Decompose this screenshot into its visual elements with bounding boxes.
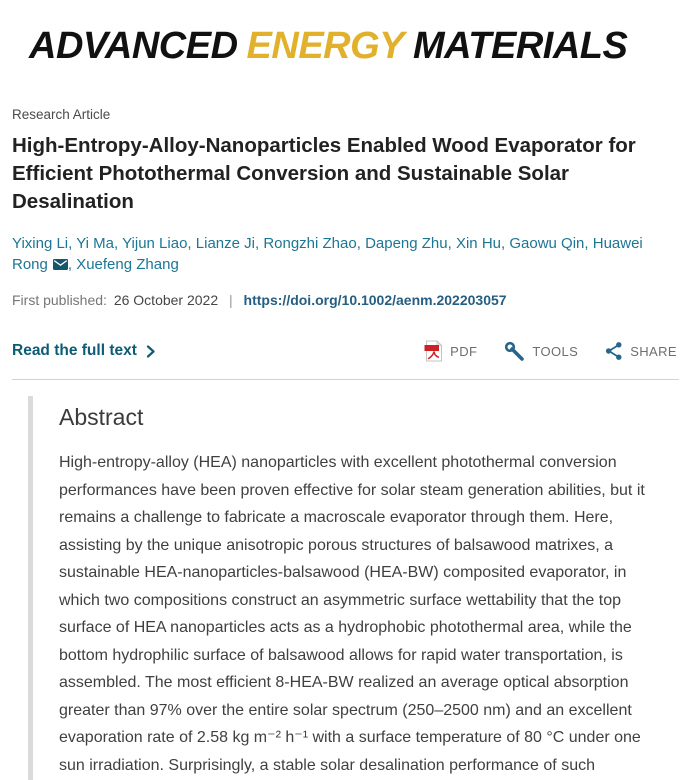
author-link[interactable]: Huawei Rong: [12, 235, 643, 273]
author-separator: ,: [68, 235, 77, 252]
doi-link[interactable]: https://doi.org/10.1002/aenm.202203057: [243, 292, 507, 308]
author-separator: ,: [114, 235, 123, 252]
actions-row: Read the full text PDF: [12, 340, 679, 362]
share-button[interactable]: SHARE: [605, 341, 677, 361]
author-separator: ,: [584, 235, 593, 252]
envelope-icon[interactable]: [52, 255, 68, 276]
author-link[interactable]: Gaowu Qin: [509, 235, 585, 252]
tools-button[interactable]: TOOLS: [504, 341, 578, 362]
separator: |: [229, 292, 233, 308]
author-separator: ,: [67, 256, 77, 273]
action-buttons: PDF TOOLS: [424, 340, 677, 362]
first-published-date: 26 October 2022: [113, 292, 219, 308]
author-link[interactable]: Xuefeng Zhang: [76, 256, 179, 273]
author-link[interactable]: Lianze Ji: [195, 235, 255, 252]
first-published-label: First published:: [12, 292, 107, 308]
wrench-icon: [504, 341, 526, 362]
share-nodes-icon: [605, 341, 623, 361]
logo-word-energy: ENERGY: [246, 25, 405, 67]
author-link[interactable]: Dapeng Zhu: [365, 235, 448, 252]
abstract-body: High-entropy-alloy (HEA) nanoparticles w…: [59, 454, 645, 774]
share-button-label: SHARE: [630, 343, 677, 359]
author-link[interactable]: Yixing Li: [12, 235, 69, 252]
article-page: ADVANCED ENERGY MATERIALS Research Artic…: [0, 26, 691, 780]
author-link[interactable]: Yi Ma: [76, 235, 115, 252]
abstract-section: Abstract High-entropy-alloy (HEA) nanopa…: [28, 396, 679, 780]
tools-button-label: TOOLS: [532, 343, 579, 359]
logo-word-materials: MATERIALS: [413, 25, 628, 67]
pdf-button-label: PDF: [450, 343, 478, 359]
author-separator: ,: [254, 235, 264, 252]
pdf-button[interactable]: PDF: [424, 340, 477, 362]
chevron-right-icon: [146, 344, 155, 358]
author-link[interactable]: Yijun Liao: [122, 235, 188, 252]
read-full-text-link[interactable]: Read the full text: [12, 342, 155, 360]
author-separator: ,: [447, 235, 456, 252]
pdf-file-icon: [424, 340, 443, 362]
section-divider: [12, 379, 679, 380]
author-link[interactable]: Rongzhi Zhao: [263, 235, 357, 252]
abstract-heading: Abstract: [59, 404, 144, 430]
author-list: Yixing Li, Yi Ma, Yijun Liao, Lianze Ji,…: [12, 233, 679, 276]
article-title: High-Entropy-Alloy-Nanoparticles Enabled…: [12, 134, 636, 213]
publication-info: First published: 26 October 2022 | https…: [12, 292, 679, 308]
author-link[interactable]: Xin Hu: [455, 235, 501, 252]
read-full-text-label: Read the full text: [12, 342, 137, 359]
author-separator: ,: [187, 235, 196, 252]
journal-logo[interactable]: ADVANCED ENERGY MATERIALS: [29, 26, 679, 66]
article-type-label: Research Article: [12, 107, 111, 122]
logo-word-advanced: ADVANCED: [29, 25, 238, 67]
author-separator: ,: [501, 235, 510, 252]
author-separator: ,: [356, 235, 366, 252]
